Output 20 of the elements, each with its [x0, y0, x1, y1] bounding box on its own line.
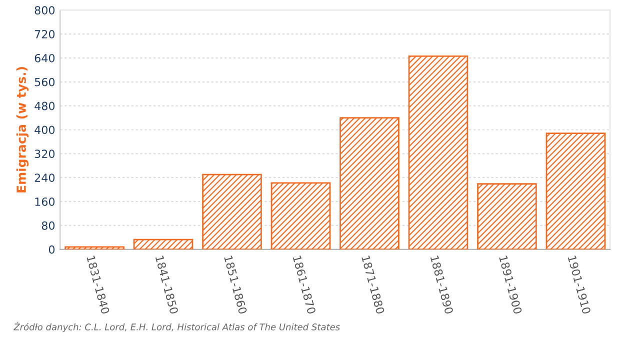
y-tick-label: 320: [34, 150, 55, 158]
bar: [477, 183, 537, 250]
text: Źródło danych: C.L. Lord, E.H. Lord, Historical Atlas of The United States: [13, 322, 340, 332]
bar: [408, 55, 468, 250]
y-tick-label: 400: [34, 126, 55, 134]
y-tick-label: 160: [35, 198, 55, 206]
bar: [546, 132, 606, 250]
bar: [133, 238, 194, 250]
y-tick-label: 240: [34, 174, 55, 182]
y-tick-label: 560: [34, 78, 55, 86]
y-tick-label: 0: [48, 245, 55, 254]
y-tick-label: 480: [34, 102, 55, 110]
y-tick-label: 720: [34, 30, 55, 38]
y-tick-label: 80: [42, 221, 55, 230]
y-tick-label: 800: [34, 6, 55, 14]
y-axis-title: Emigracja (w tys.): [16, 67, 29, 192]
y-tick-label: 640: [34, 54, 55, 62]
bar: [270, 182, 331, 250]
bar: [340, 117, 400, 250]
bar: [202, 174, 262, 250]
